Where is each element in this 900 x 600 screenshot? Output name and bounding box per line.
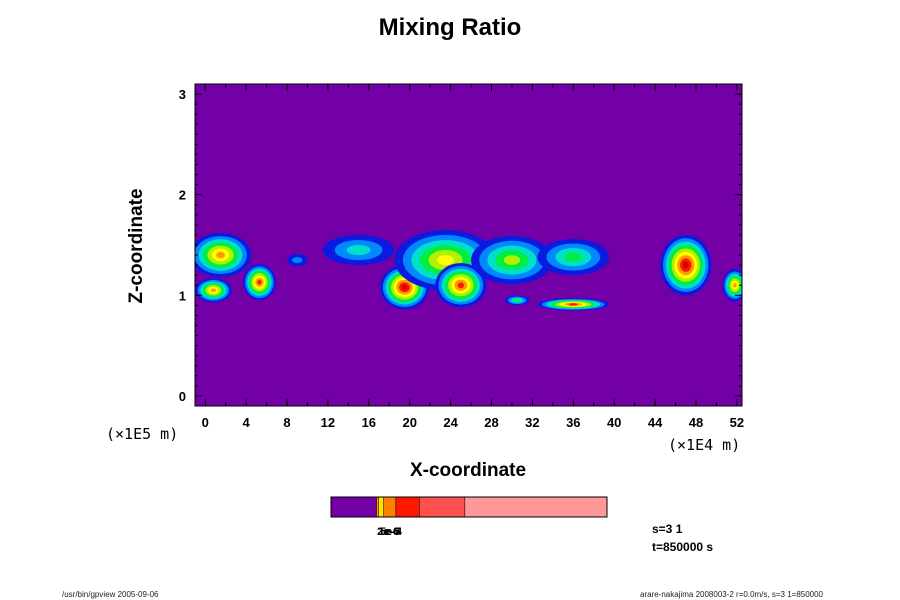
cloud-blob bbox=[243, 264, 276, 301]
chart-title: Mixing Ratio bbox=[378, 14, 522, 41]
contour-level bbox=[292, 257, 303, 264]
colorbar-segment bbox=[383, 496, 397, 518]
colorbar-segment bbox=[395, 496, 420, 518]
cloud-blob bbox=[287, 254, 308, 267]
y-tick-label: 1 bbox=[179, 288, 186, 303]
cloud-blob bbox=[322, 234, 395, 266]
contour-level bbox=[682, 261, 689, 269]
colorbar-label: 1e-5 bbox=[378, 526, 400, 538]
contour-level bbox=[401, 284, 408, 290]
contour-level bbox=[457, 282, 465, 289]
footer-left-text: /usr/bin/gpview 2005-09-06 bbox=[62, 590, 159, 599]
x-tick-label: 40 bbox=[607, 415, 621, 430]
y-tick-label: 2 bbox=[179, 188, 186, 203]
y-tick-label: 3 bbox=[179, 87, 186, 102]
x-tick-label: 32 bbox=[525, 415, 539, 430]
x-tick-label: 52 bbox=[730, 415, 744, 430]
x-tick-label: 44 bbox=[648, 415, 663, 430]
contour-level bbox=[436, 255, 455, 266]
x-tick-label: 48 bbox=[689, 415, 703, 430]
contour-level bbox=[216, 251, 225, 259]
cloud-blob bbox=[195, 278, 232, 303]
x-axis-unit-label: (×1E4 m) bbox=[668, 436, 741, 454]
contour-level bbox=[733, 282, 737, 288]
contour-level bbox=[346, 245, 371, 256]
colorbar-segment bbox=[376, 496, 379, 518]
x-tick-label: 20 bbox=[402, 415, 416, 430]
colorbar-segment bbox=[378, 496, 384, 518]
y-tick-label: 0 bbox=[179, 389, 186, 404]
x-tick-label: 8 bbox=[283, 415, 290, 430]
colorbar: 2e-61e-55e-4 bbox=[330, 496, 608, 538]
cloud-blob bbox=[537, 238, 610, 276]
cloud-blob bbox=[537, 298, 610, 311]
plot-area bbox=[194, 83, 743, 407]
x-tick-label: 16 bbox=[362, 415, 376, 430]
x-tick-label: 4 bbox=[243, 415, 251, 430]
time-label: t=850000 s bbox=[652, 540, 714, 554]
contour-level bbox=[513, 299, 521, 302]
x-axis-label: X-coordinate bbox=[409, 460, 527, 481]
colorbar-segment bbox=[330, 496, 377, 518]
colorbar-segment bbox=[419, 496, 466, 518]
colorbar-segment bbox=[464, 496, 608, 518]
contour-level bbox=[210, 288, 217, 293]
cloud-blob bbox=[722, 269, 742, 302]
footer-right-text: arare-nakajima 2008003-2 r=0.0m/s, s=3 1… bbox=[640, 590, 824, 599]
cloud-blob bbox=[471, 235, 553, 285]
x-tick-label: 24 bbox=[443, 415, 458, 430]
cloud-blob bbox=[504, 295, 530, 306]
y-axis-unit-label: (×1E5 m) bbox=[106, 425, 179, 443]
contour-level bbox=[257, 279, 262, 285]
cloud-blob bbox=[435, 263, 487, 308]
x-tick-label: 0 bbox=[202, 415, 209, 430]
x-tick-label: 28 bbox=[484, 415, 498, 430]
contour-level bbox=[503, 255, 521, 265]
cloud-blob bbox=[195, 232, 252, 278]
contour-level bbox=[564, 252, 583, 262]
cloud-blob bbox=[660, 234, 712, 296]
colorbar-label: 5e-4 bbox=[380, 526, 403, 538]
colorbar-frame bbox=[330, 496, 608, 518]
x-tick-label: 36 bbox=[566, 415, 580, 430]
step-label: s=3 1 bbox=[652, 522, 683, 536]
x-tick-label: 12 bbox=[321, 415, 335, 430]
mixing-ratio-field bbox=[195, 229, 742, 311]
y-axis-label: Z-coordinate bbox=[126, 188, 147, 304]
contour-level bbox=[568, 303, 578, 306]
colorbar-label: 2e-6 bbox=[377, 526, 399, 538]
